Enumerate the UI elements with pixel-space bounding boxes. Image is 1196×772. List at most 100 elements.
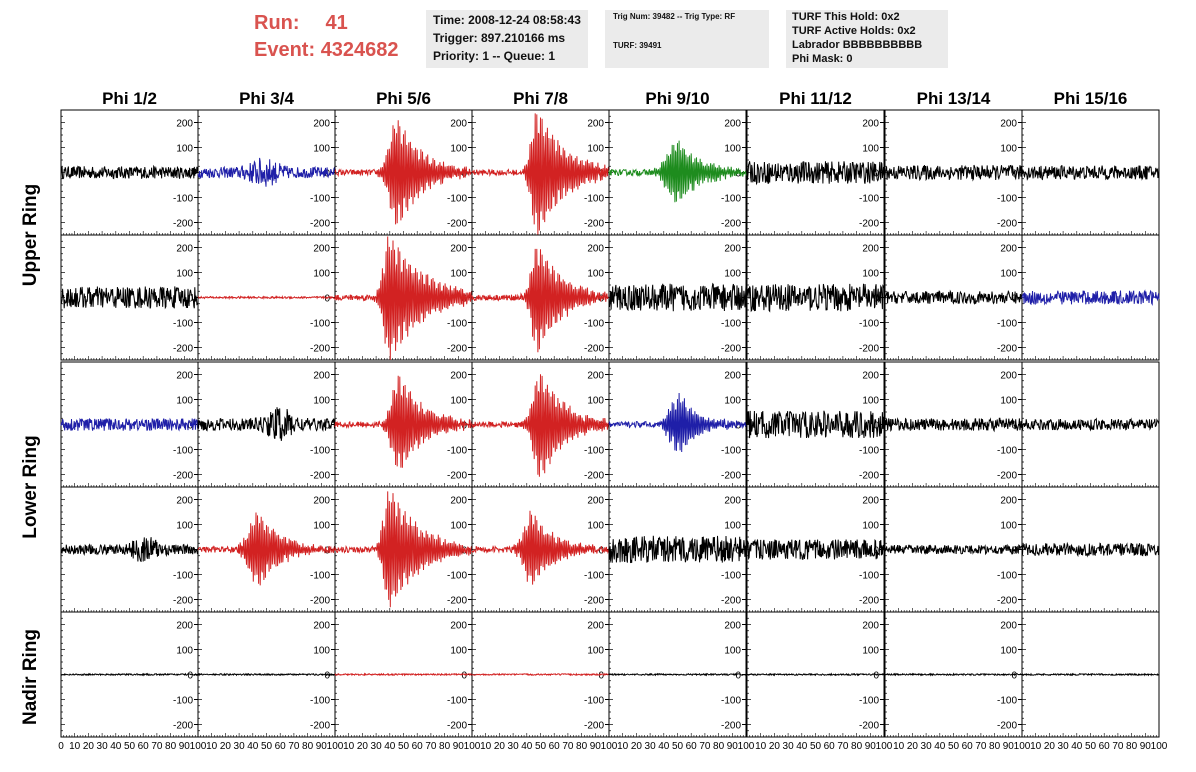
x-tick-label: 70 — [975, 741, 987, 752]
y-tick-label: -100 — [859, 319, 879, 330]
y-tick-label: 100 — [862, 521, 879, 532]
x-tick-label: 20 — [907, 741, 919, 752]
waveform-trace — [746, 161, 885, 186]
x-tick-label: 90 — [865, 741, 877, 752]
waveform-trace — [608, 140, 747, 203]
y-tick-label: 200 — [450, 119, 467, 130]
turf-hold-text: TURF This Hold: 0x2 — [792, 11, 900, 23]
x-tick-label: 100 — [327, 741, 344, 752]
x-tick-label: 90 — [453, 741, 465, 752]
y-tick-label: -100 — [310, 446, 330, 457]
y-tick-label: -100 — [997, 194, 1017, 205]
y-tick-label: 0 — [598, 671, 604, 682]
x-tick-label: 60 — [412, 741, 424, 752]
y-tick-label: -200 — [997, 219, 1017, 230]
x-tick-label: 30 — [783, 741, 795, 752]
y-tick-label: -200 — [310, 471, 330, 482]
column-header: Phi 15/16 — [1054, 89, 1128, 108]
y-tick-label: -100 — [859, 571, 879, 582]
y-tick-label: 100 — [1000, 521, 1017, 532]
x-tick-label: 30 — [1058, 741, 1070, 752]
waveform-trace — [334, 672, 472, 677]
y-tick-label: 200 — [724, 119, 741, 130]
waveform-trace — [746, 283, 885, 313]
y-tick-label: 100 — [724, 144, 741, 155]
waveform-trace — [197, 407, 336, 441]
y-tick-label: 100 — [1000, 269, 1017, 280]
y-tick-label: 200 — [176, 496, 193, 507]
y-tick-label: 0 — [735, 421, 741, 432]
y-tick-label: 100 — [587, 396, 604, 407]
y-tick-label: 100 — [862, 396, 879, 407]
x-tick-label: 20 — [1044, 741, 1056, 752]
x-tick-label: 20 — [631, 741, 643, 752]
y-tick-label: 100 — [724, 396, 741, 407]
y-tick-label: 100 — [724, 269, 741, 280]
waveform-trace — [60, 286, 199, 310]
y-tick-label: 100 — [1000, 646, 1017, 657]
y-tick-label: -100 — [310, 696, 330, 707]
x-tick-label: 70 — [837, 741, 849, 752]
y-tick-label: 200 — [862, 371, 879, 382]
y-tick-label: 100 — [450, 144, 467, 155]
x-tick-label: 40 — [1071, 741, 1083, 752]
event-value: 4324682 — [320, 39, 399, 61]
waveform-trace — [608, 392, 747, 453]
x-tick-label: 100 — [876, 741, 893, 752]
y-tick-label: 100 — [450, 269, 467, 280]
x-tick-label: 20 — [769, 741, 781, 752]
y-tick-label: -200 — [721, 344, 741, 355]
column-header: Phi 13/14 — [917, 89, 991, 108]
trig-info-box: Trig Num: 39482 -- Trig Type: RF TURF: 3… — [605, 10, 769, 68]
x-tick-label: 50 — [398, 741, 410, 752]
waveform-trace — [746, 538, 885, 561]
waveform-trace — [334, 375, 473, 468]
y-tick-label: 200 — [1000, 119, 1017, 130]
y-tick-label: 0 — [324, 294, 330, 305]
y-tick-label: 100 — [724, 646, 741, 657]
waveform-trace — [60, 537, 199, 563]
run-row: Run: 41 — [254, 10, 399, 37]
x-tick-label: 60 — [824, 741, 836, 752]
y-tick-label: -200 — [859, 344, 879, 355]
waveform-trace — [60, 417, 199, 432]
y-tick-label: -200 — [173, 721, 193, 732]
y-tick-label: 200 — [313, 496, 330, 507]
y-tick-label: 200 — [587, 244, 604, 255]
x-tick-label: 20 — [357, 741, 369, 752]
x-tick-label: 40 — [521, 741, 533, 752]
x-tick-label: 60 — [138, 741, 150, 752]
y-tick-label: 200 — [587, 496, 604, 507]
y-tick-label: -100 — [173, 446, 193, 457]
x-tick-label: 60 — [275, 741, 287, 752]
y-tick-label: 200 — [176, 244, 193, 255]
y-tick-label: -200 — [310, 721, 330, 732]
x-tick-label: 90 — [590, 741, 602, 752]
y-tick-label: -200 — [447, 721, 467, 732]
y-tick-label: -100 — [584, 319, 604, 330]
y-tick-label: 0 — [324, 421, 330, 432]
y-tick-label: 200 — [176, 621, 193, 632]
row-label: Upper Ring — [20, 184, 41, 286]
y-tick-label: 100 — [724, 521, 741, 532]
waveform-trace — [608, 672, 747, 677]
y-tick-label: 0 — [461, 671, 467, 682]
y-tick-label: 200 — [313, 621, 330, 632]
waveform-trace — [746, 410, 885, 439]
y-tick-label: -100 — [447, 319, 467, 330]
y-tick-label: 200 — [313, 119, 330, 130]
column-header: Phi 5/6 — [376, 89, 431, 108]
y-tick-label: -200 — [447, 471, 467, 482]
y-tick-label: 200 — [450, 496, 467, 507]
y-tick-label: -100 — [584, 446, 604, 457]
y-tick-label: -100 — [721, 319, 741, 330]
y-tick-label: 200 — [587, 621, 604, 632]
trigger-text: Trigger: 897.210166 ms — [433, 31, 566, 45]
waveform-trace — [471, 113, 610, 235]
x-tick-label: 60 — [962, 741, 974, 752]
y-tick-label: -200 — [859, 471, 879, 482]
x-tick-label: 20 — [494, 741, 506, 752]
turf-info-box: TURF This Hold: 0x2 TURF Active Holds: 0… — [786, 10, 948, 68]
run-label: Run: — [254, 12, 300, 34]
y-tick-label: 100 — [450, 396, 467, 407]
